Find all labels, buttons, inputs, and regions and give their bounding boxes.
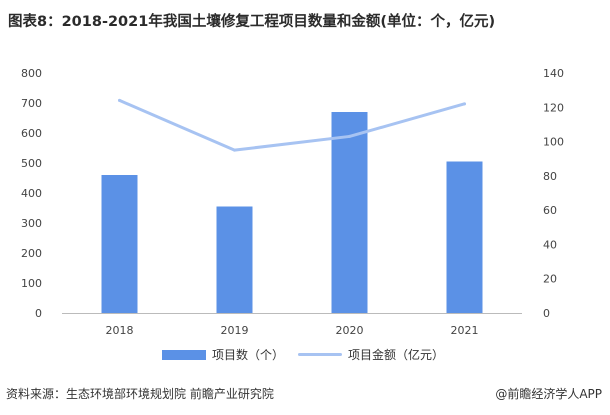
line-point bbox=[463, 102, 466, 106]
x-tick-label: 2019 bbox=[221, 324, 249, 337]
legend-line-swatch bbox=[298, 353, 342, 356]
y-left-tick-label: 400 bbox=[21, 187, 42, 200]
y-right-tick-label: 60 bbox=[543, 204, 557, 217]
y-left-tick-label: 300 bbox=[21, 217, 42, 230]
y-right-tick-label: 40 bbox=[543, 238, 557, 251]
y-right-tick-label: 0 bbox=[543, 307, 550, 320]
x-tick-label: 2020 bbox=[336, 324, 364, 337]
y-left-tick-label: 200 bbox=[21, 247, 42, 260]
x-tick-label: 2021 bbox=[451, 324, 479, 337]
source-note: 资料来源：生态环境部环境规划院 前瞻产业研究院 bbox=[6, 387, 274, 401]
y-left-tick-label: 100 bbox=[21, 277, 42, 290]
legend-label-bar: 项目数（个） bbox=[212, 348, 285, 362]
legend-label-line: 项目金额（亿元） bbox=[348, 348, 445, 362]
legend-item-bar: 项目数（个） bbox=[162, 346, 284, 363]
y-left-tick-label: 500 bbox=[21, 157, 42, 170]
bar bbox=[216, 206, 253, 313]
x-tick-label: 2018 bbox=[106, 324, 134, 337]
line-point bbox=[118, 98, 121, 102]
y-left-tick-label: 0 bbox=[35, 307, 42, 320]
line-point bbox=[233, 148, 236, 152]
line-point bbox=[348, 134, 351, 138]
y-right-tick-label: 120 bbox=[543, 101, 564, 114]
chart-title: 图表8：2018-2021年我国土壤修复工程项目数量和金额(单位：个，亿元) bbox=[8, 14, 496, 30]
y-right-tick-label: 80 bbox=[543, 170, 557, 183]
y-left-tick-label: 600 bbox=[21, 127, 42, 140]
legend-item-line: 项目金额（亿元） bbox=[298, 346, 444, 363]
bar bbox=[331, 112, 368, 313]
bar bbox=[446, 161, 483, 313]
y-right-tick-label: 100 bbox=[543, 136, 564, 149]
y-right-tick-label: 20 bbox=[543, 273, 557, 286]
y-right-tick-label: 140 bbox=[543, 67, 564, 80]
legend-bar-swatch bbox=[162, 349, 206, 360]
brand-credit: @前瞻经济学人APP bbox=[495, 387, 602, 401]
bar bbox=[101, 175, 138, 313]
y-left-tick-label: 700 bbox=[21, 97, 42, 110]
y-left-tick-label: 800 bbox=[21, 67, 42, 80]
legend: 项目数（个） 项目金额（亿元） bbox=[0, 346, 610, 366]
line-series bbox=[118, 98, 466, 152]
